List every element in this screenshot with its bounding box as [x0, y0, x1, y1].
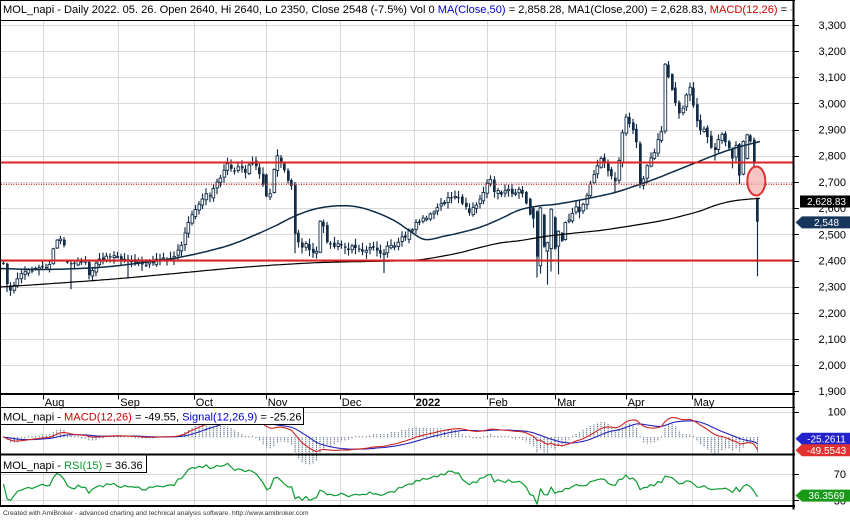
svg-text:Apr: Apr — [628, 397, 645, 409]
svg-text:2,400: 2,400 — [818, 255, 846, 267]
svg-text:Feb: Feb — [489, 397, 508, 409]
svg-text:70: 70 — [834, 469, 846, 481]
svg-text:2,200: 2,200 — [818, 308, 846, 320]
svg-text:Mar: Mar — [557, 397, 576, 409]
svg-text:2,100: 2,100 — [818, 334, 846, 346]
svg-text:2,800: 2,800 — [818, 151, 846, 163]
svg-text:2,500: 2,500 — [818, 229, 846, 241]
svg-text:MOL_napi - RSI(15) = 36.36: MOL_napi - RSI(15) = 36.36 — [3, 460, 143, 472]
svg-text:-49.5543: -49.5543 — [807, 446, 847, 457]
svg-text:2,900: 2,900 — [818, 125, 846, 137]
svg-text:MOL_napi - Daily 2022. 05. 26.: MOL_napi - Daily 2022. 05. 26. Open 2640… — [3, 4, 794, 16]
svg-text:Dec: Dec — [342, 397, 362, 409]
svg-text:-25.2611: -25.2611 — [807, 434, 846, 445]
svg-text:3,200: 3,200 — [818, 46, 846, 58]
svg-text:1,900: 1,900 — [818, 386, 846, 398]
svg-text:3,300: 3,300 — [818, 20, 846, 32]
svg-text:2,700: 2,700 — [818, 177, 846, 189]
svg-text:3,000: 3,000 — [818, 98, 846, 110]
svg-text:Aug: Aug — [45, 397, 65, 409]
svg-text:Oct: Oct — [196, 397, 213, 409]
svg-text:3,100: 3,100 — [818, 72, 846, 84]
svg-text:MOL_napi - MACD(12,26) = -49.5: MOL_napi - MACD(12,26) = -49.55, Signal(… — [3, 411, 302, 423]
svg-text:May: May — [694, 397, 715, 409]
svg-text:Sep: Sep — [120, 397, 140, 409]
svg-text:2,548: 2,548 — [814, 218, 839, 229]
svg-text:Nov: Nov — [268, 397, 288, 409]
svg-text:36.3569: 36.3569 — [808, 491, 845, 502]
svg-text:Created with AmiBroker - advan: Created with AmiBroker - advanced charti… — [3, 510, 309, 517]
svg-text:2,000: 2,000 — [818, 360, 846, 372]
svg-text:2,628.83: 2,628.83 — [807, 197, 846, 208]
svg-text:2,300: 2,300 — [818, 282, 846, 294]
svg-text:100: 100 — [828, 406, 846, 418]
svg-text:2022: 2022 — [416, 397, 440, 409]
